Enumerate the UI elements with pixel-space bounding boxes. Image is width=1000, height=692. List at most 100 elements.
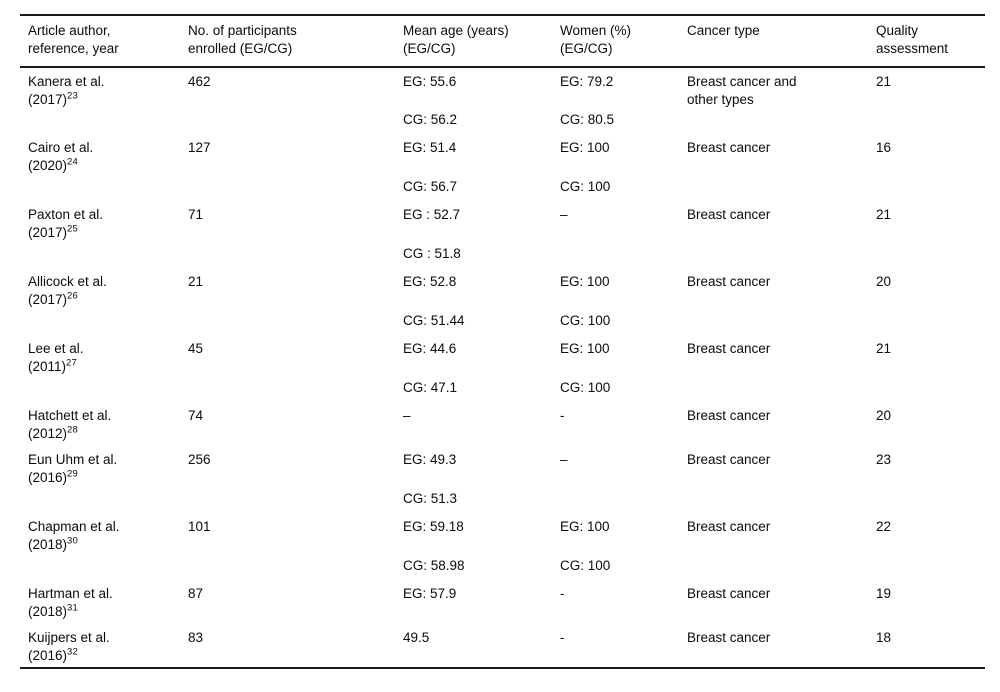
cancer-type-cell: Breast cancer [687, 207, 771, 222]
participants-cell: 87 [188, 586, 204, 601]
author-year: (2017)23 [28, 90, 78, 107]
author-cell: Paxton et al. (2017)25 [20, 201, 188, 245]
table-row: Chapman et al. (2018)30 101 EG: 59.18 EG: 10… [20, 513, 985, 557]
author-year: (2011)27 [28, 357, 77, 374]
participants-cell-empty [188, 490, 403, 513]
women-cell: EG: 100 [560, 140, 610, 155]
mean-age-cg-cell: CG: 47.1 [403, 380, 458, 395]
quality-cell: 18 [876, 630, 892, 645]
table-row-cg: CG: 56.7 CG: 100 [20, 178, 985, 201]
participants-cell-empty [188, 178, 403, 201]
quality-cell-empty [876, 490, 985, 513]
cancer-type-cell-empty [687, 245, 876, 268]
mean-age-cg-cell: CG: 58.98 [403, 558, 465, 573]
women-cell: EG: 100 [560, 341, 610, 356]
quality-cell: 23 [876, 452, 892, 467]
mean-age-cg-cell: CG: 56.7 [403, 179, 458, 194]
quality-cell-empty [876, 245, 985, 268]
author-name: Hatchett et al. [28, 408, 112, 423]
column-header-quality: Quality assessment [876, 15, 985, 68]
quality-cell: 21 [876, 341, 892, 356]
mean-age-cell: EG: 49.3 [403, 452, 457, 467]
women-cg-cell [560, 490, 687, 513]
author-name: Allicock et al. [28, 274, 107, 289]
quality-cell-empty [876, 557, 985, 580]
column-header-mean-age: Mean age (years) (EG/CG) [403, 15, 560, 68]
women-cg-cell: CG: 100 [560, 179, 611, 194]
participants-cell: 21 [188, 274, 204, 289]
reference-superscript: 32 [67, 646, 78, 658]
women-cell: - [560, 408, 565, 423]
table-row: Kanera et al. (2017)23 462 EG: 55.6 EG: 79.2… [20, 67, 985, 111]
participants-cell: 83 [188, 630, 204, 645]
quality-cell: 22 [876, 519, 892, 534]
column-header-women: Women (%) (EG/CG) [560, 15, 687, 68]
author-year: (2020)24 [28, 156, 78, 173]
author-year: (2016)32 [28, 646, 78, 663]
author-name: Kuijpers et al. [28, 630, 110, 645]
participants-cell-empty [188, 557, 403, 580]
cancer-type-cell: Breast cancer [687, 341, 771, 356]
women-cell: - [560, 586, 565, 601]
author-year: (2018)30 [28, 535, 78, 552]
participants-cell: 101 [188, 519, 211, 534]
column-header-cancer-type: Cancer type [687, 15, 876, 68]
study-characteristics-table: Article author, reference, year No. of p… [20, 14, 985, 669]
author-name: Paxton et al. [28, 207, 104, 222]
participants-cell-empty [188, 111, 403, 134]
quality-cell-empty [876, 379, 985, 402]
table-row-cg: CG: 51.44 CG: 100 [20, 312, 985, 335]
author-name: Cairo et al. [28, 140, 94, 155]
mean-age-cell: EG: 57.9 [403, 586, 457, 601]
header-row: Article author, reference, year No. of p… [20, 15, 985, 68]
cancer-type-cell: Breast cancer [687, 408, 771, 423]
author-cell-empty [20, 312, 188, 335]
participants-cell-empty [188, 312, 403, 335]
table-row: Allicock et al. (2017)26 21 EG: 52.8 EG: 100… [20, 268, 985, 312]
cancer-type-cell-empty [687, 312, 876, 335]
table-row-cg: CG : 51.8 [20, 245, 985, 268]
women-cg-cell [560, 245, 687, 268]
author-cell: Lee et al. (2011)27 [20, 335, 188, 379]
mean-age-cell: EG: 55.6 [403, 74, 457, 89]
quality-cell-empty [876, 111, 985, 134]
reference-superscript: 30 [67, 535, 78, 547]
cancer-type-cell: Breast cancer and other types [687, 74, 797, 107]
author-cell-empty [20, 379, 188, 402]
table-body: Kanera et al. (2017)23 462 EG: 55.6 EG: 79.2… [20, 67, 985, 668]
reference-superscript: 31 [67, 602, 78, 614]
author-cell: Kanera et al. (2017)23 [20, 67, 188, 111]
table-row-cg: CG: 51.3 [20, 490, 985, 513]
author-cell: Hatchett et al. (2012)28 [20, 402, 188, 446]
table-row: Paxton et al. (2017)25 71 EG : 52.7– Breast … [20, 201, 985, 245]
author-name: Hartman et al. [28, 586, 113, 601]
mean-age-cg-cell: CG: 51.44 [403, 313, 465, 328]
women-cell: – [560, 207, 568, 222]
participants-cell-empty [188, 379, 403, 402]
mean-age-cg-cell: CG : 51.8 [403, 246, 461, 261]
cancer-type-cell: Breast cancer [687, 586, 771, 601]
quality-cell: 16 [876, 140, 892, 155]
reference-superscript: 25 [67, 223, 78, 235]
quality-cell: 21 [876, 74, 892, 89]
cancer-type-cell: Breast cancer [687, 140, 771, 155]
cancer-type-cell: Breast cancer [687, 274, 771, 289]
author-cell: Allicock et al. (2017)26 [20, 268, 188, 312]
participants-cell: 45 [188, 341, 204, 356]
reference-superscript: 24 [67, 156, 78, 168]
author-year: (2017)25 [28, 223, 78, 240]
reference-superscript: 26 [67, 290, 78, 302]
women-cg-cell: CG: 100 [560, 313, 611, 328]
author-cell-empty [20, 557, 188, 580]
author-cell: Eun Uhm et al. (2016)29 [20, 446, 188, 490]
quality-cell-empty [876, 312, 985, 335]
table-row: Cairo et al. (2020)24 127 EG: 51.4 EG: 100 Br… [20, 134, 985, 178]
mean-age-cell: 49.5 [403, 630, 430, 645]
participants-cell: 462 [188, 74, 211, 89]
participants-cell: 256 [188, 452, 211, 467]
mean-age-cell: EG: 51.4 [403, 140, 457, 155]
quality-cell: 20 [876, 274, 892, 289]
quality-cell: 19 [876, 586, 892, 601]
women-cg-cell: CG: 80.5 [560, 112, 615, 127]
mean-age-cg-cell: CG: 56.2 [403, 112, 458, 127]
